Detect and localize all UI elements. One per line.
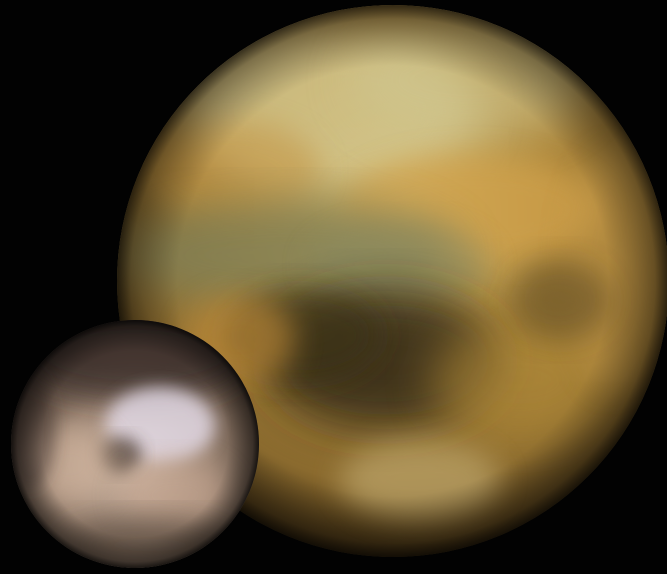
small-moon	[11, 320, 259, 568]
